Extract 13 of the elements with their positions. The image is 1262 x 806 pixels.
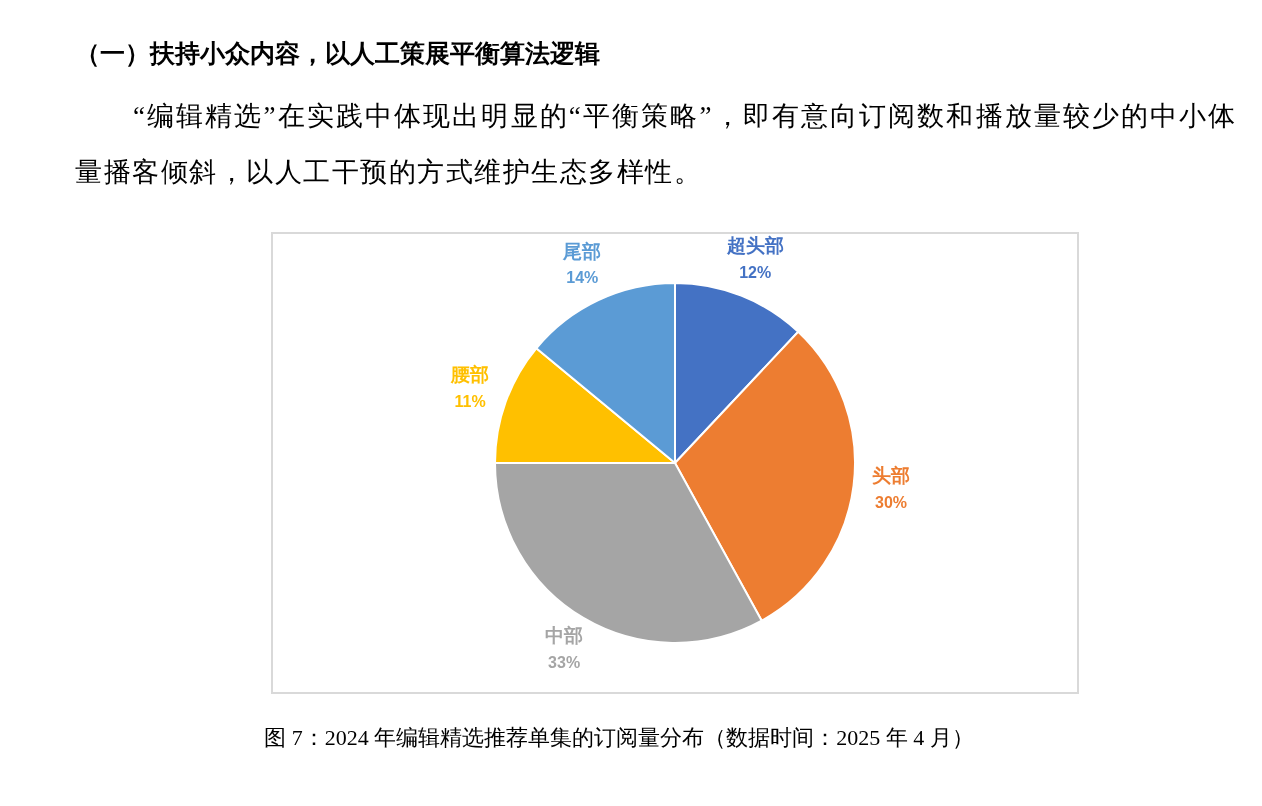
slice-label: 超头部 — [725, 234, 784, 257]
data-label: 11% — [454, 392, 486, 410]
data-label: 14% — [566, 269, 599, 287]
data-label: 12% — [739, 263, 772, 281]
slice-label: 腰部 — [450, 363, 490, 386]
slice-label: 中部 — [545, 624, 584, 647]
data-label: 33% — [548, 653, 581, 671]
data-label: 30% — [875, 493, 908, 511]
caption: 图 7：2024 年编辑精选推荐单集的订阅量分布（数据时间：2025 年 4 月） — [263, 724, 975, 752]
chart-subtitle: “编辑精选”在实践中体现出明显的“平衡策略”，即有意向订阅数和播放量较少的中小体量播客倾斜，以人工干预的方式维护生态多样性。 — [75, 100, 1237, 189]
slice-label: 尾部 — [562, 239, 602, 262]
slice-label: 头部 — [872, 464, 911, 487]
chart-title: （一）扶持小众内容，以人工策展平衡算法逻辑 — [75, 39, 600, 69]
